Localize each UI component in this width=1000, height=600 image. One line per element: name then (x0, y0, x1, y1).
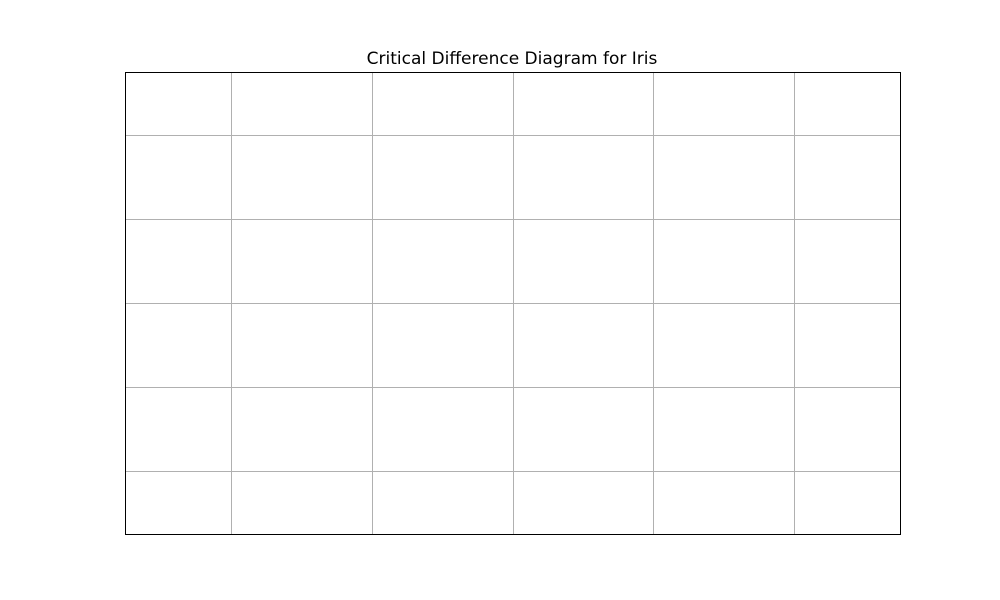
chart-title: Critical Difference Diagram for Iris (367, 49, 658, 69)
plot-area-frame (125, 72, 901, 535)
grid-layer (125, 72, 901, 535)
